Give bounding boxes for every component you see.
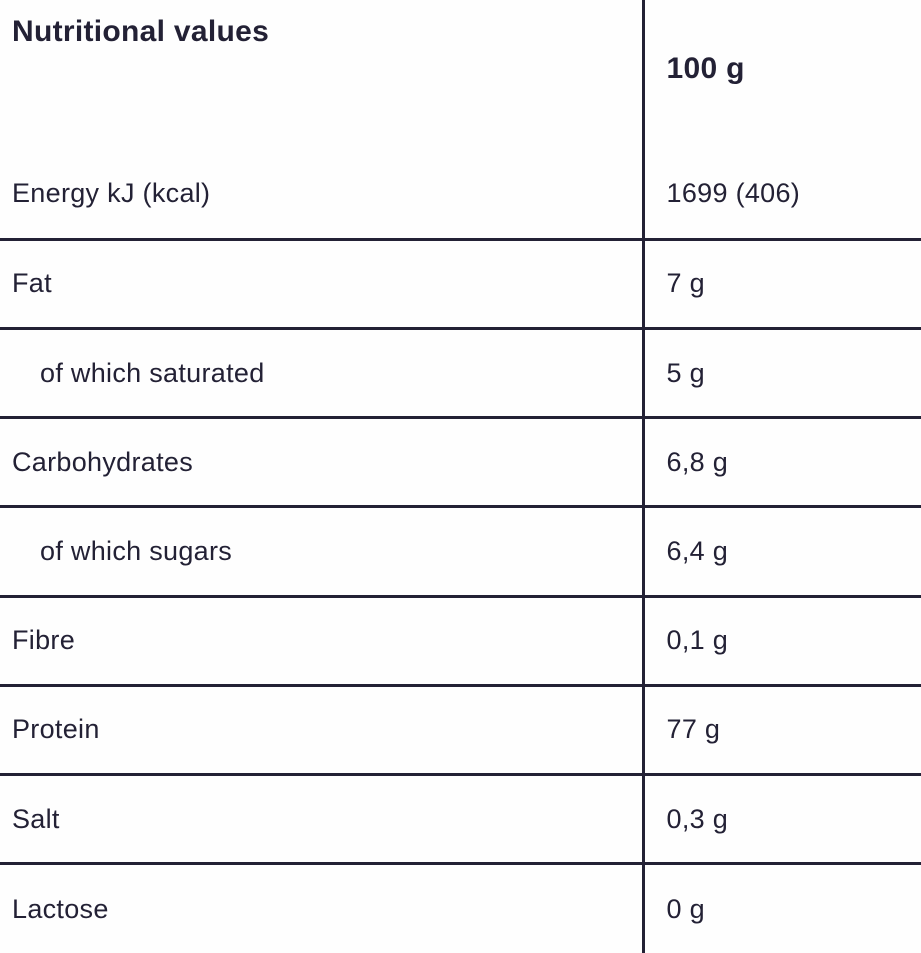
nutrient-value: 1699 (406) xyxy=(666,178,801,209)
table-row-fat: Fat 7 g xyxy=(0,239,921,329)
table-row-protein: Protein 77 g xyxy=(0,685,921,775)
table-row-saturated-fat: of which saturated 5 g xyxy=(0,328,921,418)
nutrient-label: Lactose xyxy=(0,863,645,953)
nutrition-table-header: Nutritional values 100 g xyxy=(0,0,921,150)
nutrient-value: 0,3 g xyxy=(666,803,729,834)
nutrient-value: 6,8 g xyxy=(666,446,729,477)
nutrient-label: Energy kJ (kcal) xyxy=(0,150,645,240)
table-row-salt: Salt 0,3 g xyxy=(0,774,921,864)
nutrient-label: of which sugars xyxy=(0,506,645,597)
serving-size-header: 100 g xyxy=(666,52,745,85)
nutrient-value: 6,4 g xyxy=(666,535,729,566)
nutrient-label: Protein xyxy=(0,685,645,775)
nutrient-label: of which saturated xyxy=(0,328,645,418)
nutrient-value: 0,1 g xyxy=(666,625,729,656)
nutrient-label: Fibre xyxy=(0,596,645,686)
table-row-carbohydrates: Carbohydrates 6,8 g xyxy=(0,417,921,507)
table-row-energy: Energy kJ (kcal) 1699 (406) xyxy=(0,150,921,240)
nutrient-value: 0 g xyxy=(666,893,705,924)
nutrient-value: 7 g xyxy=(666,268,705,299)
table-row-lactose: Lactose 0 g xyxy=(0,863,921,953)
nutrition-table-body: Energy kJ (kcal) 1699 (406) Fat 7 g of w… xyxy=(0,150,921,953)
table-title: Nutritional values xyxy=(0,0,645,150)
table-row-sugars: of which sugars 6,4 g xyxy=(0,506,921,597)
nutrient-label: Fat xyxy=(0,239,645,329)
nutrient-label: Salt xyxy=(0,774,645,864)
nutrient-value: 77 g xyxy=(666,714,721,745)
nutrient-label: Carbohydrates xyxy=(0,417,645,507)
nutrient-value: 5 g xyxy=(666,357,705,388)
header-row: Nutritional values 100 g xyxy=(0,0,921,150)
table-row-fibre: Fibre 0,1 g xyxy=(0,596,921,686)
